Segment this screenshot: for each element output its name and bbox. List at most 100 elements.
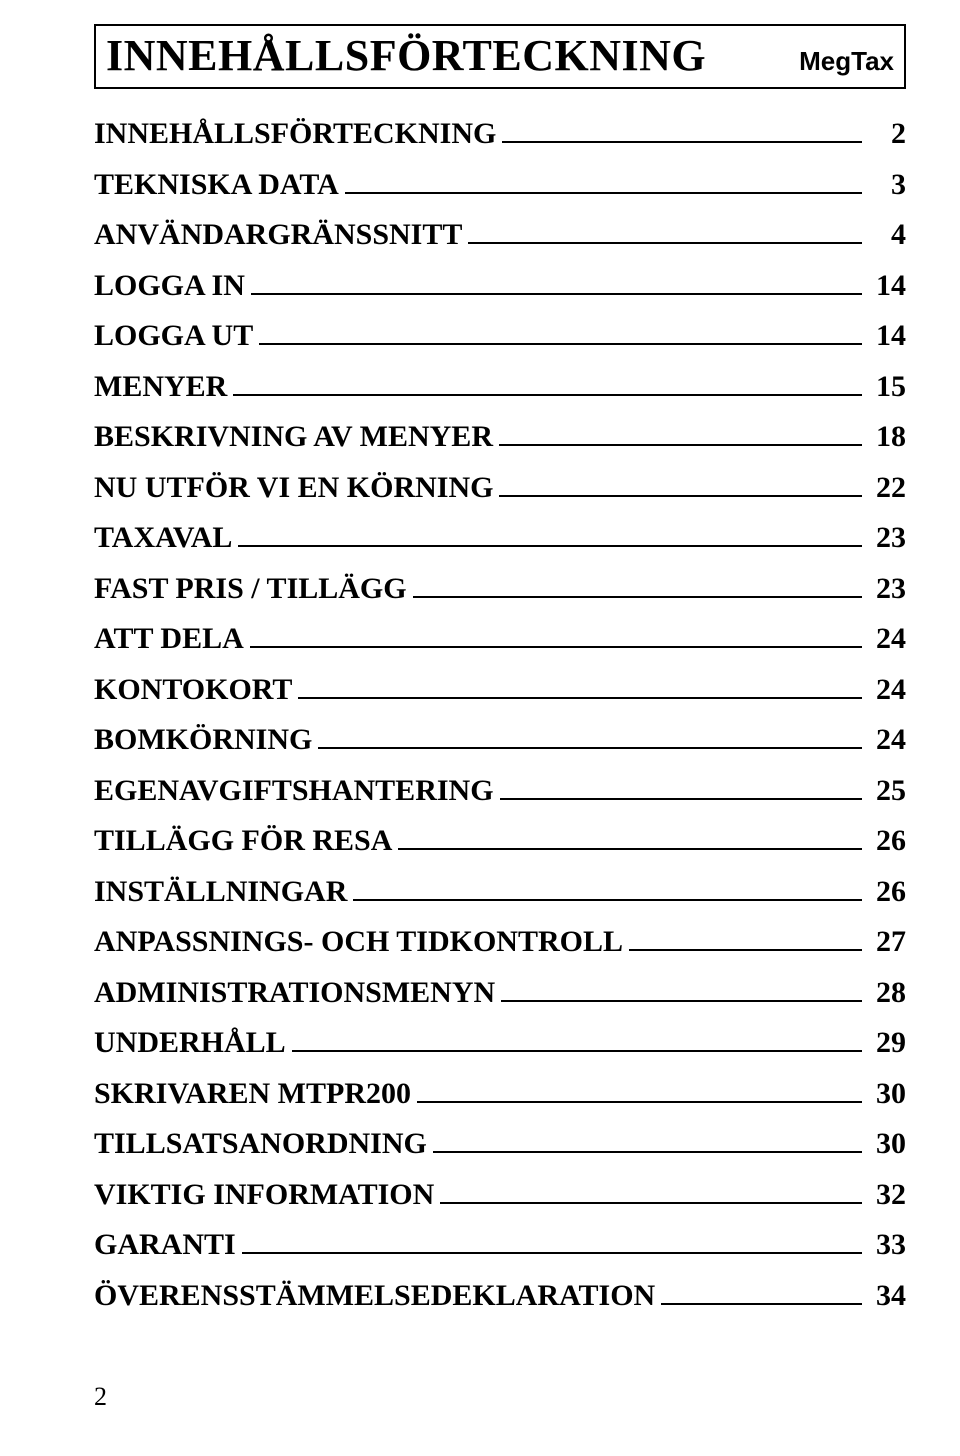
toc-label: FAST PRIS / TILLÄGG <box>94 572 407 606</box>
toc-page: 27 <box>870 925 906 959</box>
toc-page: 30 <box>870 1077 906 1111</box>
toc-page: 24 <box>870 673 906 707</box>
toc-row: BESKRIVNING AV MENYER 18 <box>94 420 906 454</box>
toc-page: 25 <box>870 774 906 808</box>
toc-row: INSTÄLLNINGAR26 <box>94 875 906 909</box>
toc-row: TAXAVAL 23 <box>94 521 906 555</box>
toc-row: TILLSATSANORDNING 30 <box>94 1127 906 1161</box>
toc-row: EGENAVGIFTSHANTERING 25 <box>94 774 906 808</box>
toc-page: 32 <box>870 1178 906 1212</box>
table-of-contents: INNEHÅLLSFÖRTECKNING 2 TEKNISKA DATA 3 ANVÄN… <box>94 117 906 1313</box>
toc-leader <box>398 848 862 850</box>
toc-page: 15 <box>870 370 906 404</box>
toc-label: LOGGA IN <box>94 269 245 303</box>
page-title: INNEHÅLLSFÖRTECKNING <box>106 30 706 81</box>
toc-page: 22 <box>870 471 906 505</box>
toc-page: 30 <box>870 1127 906 1161</box>
toc-row: VIKTIG INFORMATION 32 <box>94 1178 906 1212</box>
toc-leader <box>440 1202 862 1204</box>
toc-leader <box>501 1000 862 1002</box>
toc-label: BOMKÖRNING <box>94 723 312 757</box>
toc-page: 29 <box>870 1026 906 1060</box>
toc-row: NU UTFÖR VI EN KÖRNING 22 <box>94 471 906 505</box>
page: INNEHÅLLSFÖRTECKNING MegTax INNEHÅLLSFÖR… <box>0 0 960 1456</box>
toc-page: 14 <box>870 269 906 303</box>
toc-leader <box>318 747 862 749</box>
toc-label: UNDERHÅLL <box>94 1026 286 1060</box>
toc-row: KONTOKORT 24 <box>94 673 906 707</box>
toc-label: ANVÄNDARGRÄNSSNITT <box>94 218 462 252</box>
toc-page: 28 <box>870 976 906 1010</box>
toc-row: TEKNISKA DATA 3 <box>94 168 906 202</box>
toc-label: KONTOKORT <box>94 673 292 707</box>
toc-row: UNDERHÅLL 29 <box>94 1026 906 1060</box>
toc-label: ANPASSNINGS- OCH TIDKONTROLL <box>94 925 623 959</box>
toc-leader <box>502 141 862 143</box>
toc-row: LOGGA IN 14 <box>94 269 906 303</box>
toc-leader <box>233 394 862 396</box>
toc-label: NU UTFÖR VI EN KÖRNING <box>94 471 493 505</box>
toc-label: SKRIVAREN MTPR200 <box>94 1077 411 1111</box>
brand-label: MegTax <box>799 46 894 77</box>
toc-label: TEKNISKA DATA <box>94 168 339 202</box>
toc-page: 23 <box>870 521 906 555</box>
toc-leader <box>292 1050 862 1052</box>
toc-page: 33 <box>870 1228 906 1262</box>
toc-page: 26 <box>870 824 906 858</box>
toc-leader <box>433 1151 862 1153</box>
toc-label: GARANTI <box>94 1228 236 1262</box>
toc-leader <box>417 1101 862 1103</box>
toc-row: MENYER 15 <box>94 370 906 404</box>
toc-leader <box>251 293 862 295</box>
toc-label: LOGGA UT <box>94 319 253 353</box>
toc-leader <box>298 697 862 699</box>
toc-label: INNEHÅLLSFÖRTECKNING <box>94 117 496 151</box>
toc-label: INSTÄLLNINGAR <box>94 875 347 909</box>
toc-row: ÖVERENSSTÄMMELSEDEKLARATION 34 <box>94 1279 906 1313</box>
toc-page: 23 <box>870 572 906 606</box>
toc-label: EGENAVGIFTSHANTERING <box>94 774 494 808</box>
toc-leader <box>345 192 862 194</box>
toc-row: ANVÄNDARGRÄNSSNITT 4 <box>94 218 906 252</box>
toc-label: MENYER <box>94 370 227 404</box>
toc-row: ATT DELA 24 <box>94 622 906 656</box>
toc-page: 3 <box>870 168 906 202</box>
toc-leader <box>499 444 862 446</box>
toc-leader <box>238 545 862 547</box>
toc-leader <box>353 899 862 901</box>
toc-leader <box>242 1252 862 1254</box>
toc-label: TILLÄGG FÖR RESA <box>94 824 392 858</box>
toc-page: 14 <box>870 319 906 353</box>
toc-leader <box>259 343 862 345</box>
toc-label: BESKRIVNING AV MENYER <box>94 420 493 454</box>
toc-row: FAST PRIS / TILLÄGG 23 <box>94 572 906 606</box>
toc-label: TILLSATSANORDNING <box>94 1127 427 1161</box>
toc-page: 24 <box>870 622 906 656</box>
toc-page: 34 <box>870 1279 906 1313</box>
toc-leader <box>250 646 862 648</box>
toc-row: GARANTI 33 <box>94 1228 906 1262</box>
title-box: INNEHÅLLSFÖRTECKNING MegTax <box>94 24 906 89</box>
toc-leader <box>661 1303 862 1305</box>
toc-leader <box>629 949 862 951</box>
toc-row: INNEHÅLLSFÖRTECKNING 2 <box>94 117 906 151</box>
toc-label: VIKTIG INFORMATION <box>94 1178 434 1212</box>
toc-page: 4 <box>870 218 906 252</box>
toc-page: 24 <box>870 723 906 757</box>
toc-page: 2 <box>870 117 906 151</box>
toc-leader <box>499 495 862 497</box>
toc-leader <box>413 596 862 598</box>
toc-leader <box>468 242 862 244</box>
toc-leader <box>500 798 862 800</box>
toc-label: ATT DELA <box>94 622 244 656</box>
toc-row: ADMINISTRATIONSMENYN 28 <box>94 976 906 1010</box>
toc-row: TILLÄGG FÖR RESA 26 <box>94 824 906 858</box>
toc-label: ADMINISTRATIONSMENYN <box>94 976 495 1010</box>
toc-label: TAXAVAL <box>94 521 232 555</box>
toc-label: ÖVERENSSTÄMMELSEDEKLARATION <box>94 1279 655 1313</box>
toc-row: SKRIVAREN MTPR200 30 <box>94 1077 906 1111</box>
toc-row: LOGGA UT 14 <box>94 319 906 353</box>
toc-page: 18 <box>870 420 906 454</box>
page-number: 2 <box>94 1382 107 1412</box>
toc-row: ANPASSNINGS- OCH TIDKONTROLL 27 <box>94 925 906 959</box>
